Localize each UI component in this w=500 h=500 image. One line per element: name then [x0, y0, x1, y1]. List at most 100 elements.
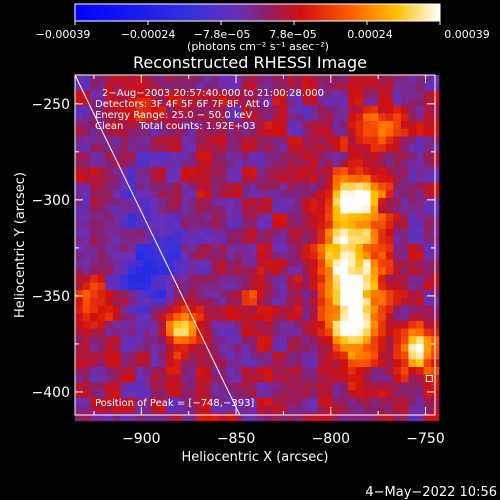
heatmap-cell	[416, 220, 425, 230]
heatmap-cell	[302, 390, 311, 399]
heatmap-cell	[135, 405, 144, 414]
heatmap-cell	[363, 190, 372, 199]
heatmap-cell	[203, 374, 212, 383]
heatmap-cell	[158, 413, 167, 422]
heatmap-cell	[264, 374, 273, 383]
heatmap-cell	[332, 205, 341, 214]
heatmap-cell	[173, 290, 182, 299]
heatmap-cell	[112, 220, 121, 230]
heatmap-cell	[272, 336, 281, 345]
heatmap-cell	[226, 197, 235, 207]
heatmap-cell	[272, 359, 281, 368]
heatmap-cell	[196, 397, 205, 406]
heatmap-cell	[90, 351, 99, 360]
heatmap-cell	[355, 374, 364, 383]
heatmap-cell	[355, 328, 364, 337]
heatmap-cell	[188, 128, 197, 137]
heatmap-cell	[226, 220, 235, 230]
heatmap-cell	[82, 290, 91, 299]
heatmap-cell	[423, 205, 432, 214]
heatmap-cell	[408, 75, 417, 84]
heatmap-cell	[302, 220, 311, 230]
heatmap-cell	[423, 113, 432, 122]
heatmap-cell	[112, 205, 121, 214]
heatmap-cell	[393, 359, 402, 368]
heatmap-cell	[378, 174, 387, 184]
heatmap-cell	[249, 343, 258, 353]
heatmap-cell	[309, 251, 319, 260]
heatmap-cell	[393, 336, 402, 345]
heatmap-cell	[325, 374, 334, 383]
heatmap-cell	[181, 75, 190, 84]
heatmap-cell	[355, 351, 364, 360]
heatmap-cell	[287, 197, 296, 207]
heatmap-cell	[302, 328, 311, 337]
heatmap-cell	[264, 151, 273, 160]
heatmap-cell	[112, 297, 121, 306]
heatmap-cell	[97, 174, 106, 184]
heatmap-cell	[90, 190, 99, 199]
heatmap-cell	[97, 382, 106, 391]
heatmap-cell	[355, 390, 364, 399]
heatmap-cell	[97, 313, 106, 322]
heatmap-cell	[378, 228, 387, 237]
heatmap-cell	[302, 182, 311, 191]
heatmap-cell	[105, 366, 114, 376]
heatmap-cell	[219, 228, 228, 237]
heatmap-cell	[181, 390, 190, 399]
heatmap-cell	[249, 197, 258, 207]
heatmap-cell	[332, 359, 341, 368]
heatmap-cell	[340, 290, 349, 299]
heatmap-cell	[249, 274, 258, 283]
heatmap-cell	[128, 136, 137, 145]
footer-date: 4−May−2022 10:56	[365, 485, 497, 500]
heatmap-cell	[165, 359, 175, 368]
heatmap-cell	[363, 413, 372, 422]
heatmap-cell	[317, 98, 326, 107]
heatmap-cell	[408, 144, 417, 153]
heatmap-cell	[241, 105, 250, 114]
heatmap-cell	[196, 136, 205, 145]
heatmap-cell	[370, 190, 379, 199]
heatmap-cell	[309, 136, 319, 145]
heatmap-cell	[332, 297, 341, 306]
heatmap-cell	[173, 151, 182, 160]
heatmap-cell	[241, 151, 250, 160]
heatmap-cell	[272, 151, 281, 160]
heatmap-cell	[234, 105, 243, 114]
heatmap-cell	[279, 197, 288, 207]
heatmap-cell	[370, 98, 379, 107]
heatmap-cell	[143, 244, 152, 253]
heatmap-cell	[309, 205, 319, 214]
heatmap-cell	[196, 197, 205, 207]
heatmap-cell	[173, 90, 182, 99]
heatmap-cell	[378, 397, 387, 406]
heatmap-cell	[75, 313, 84, 322]
heatmap-cell	[181, 267, 190, 276]
heatmap-cell	[416, 320, 425, 330]
heatmap-cell	[128, 251, 137, 260]
heatmap-cell	[393, 351, 402, 360]
heatmap-cell	[249, 174, 258, 184]
heatmap-cell	[325, 413, 334, 422]
heatmap-cell	[347, 336, 356, 345]
heatmap-cell	[400, 190, 409, 199]
heatmap-cell	[272, 382, 281, 391]
heatmap-cell	[363, 374, 372, 383]
heatmap-cell	[188, 90, 197, 99]
heatmap-cell	[279, 413, 288, 422]
heatmap-cell	[423, 159, 432, 168]
heatmap-cell	[264, 251, 273, 260]
heatmap-cell	[173, 382, 182, 391]
heatmap-cell	[393, 343, 402, 353]
heatmap-cell	[203, 267, 212, 276]
heatmap-cell	[272, 343, 281, 353]
heatmap-cell	[294, 105, 303, 114]
heatmap-cell	[158, 366, 167, 376]
heatmap-cell	[165, 405, 175, 414]
heatmap-cell	[120, 351, 129, 360]
heatmap-cell	[181, 151, 190, 160]
heatmap-cell	[408, 197, 417, 207]
heatmap-cell	[234, 282, 243, 291]
heatmap-cell	[279, 205, 288, 214]
